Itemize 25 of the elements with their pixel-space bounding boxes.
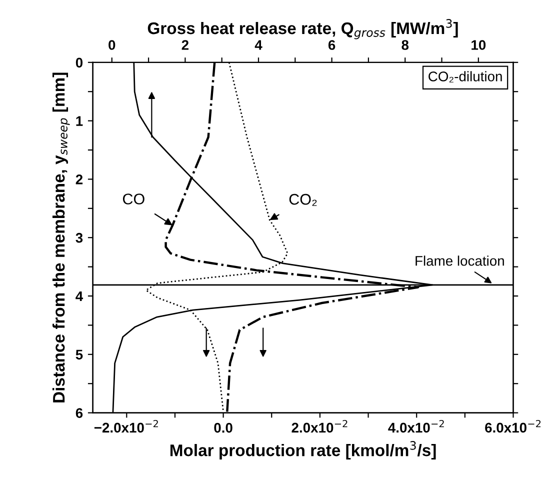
y-tick-label: 6 — [76, 408, 83, 418]
x2-tick-label: 10 — [472, 40, 486, 50]
x2-tick-label: 4 — [254, 40, 262, 50]
x2-axis-title: Gross heat release rate, Q$_{gross}$ [MW/m$^{3}$] — [148, 19, 458, 40]
x2-tick-label: 0 — [108, 40, 116, 50]
x-tick-label: −2.0x10$^{−2}$ — [94, 420, 158, 433]
x2-tick-label: 2 — [182, 40, 188, 50]
legend-label: Flame location — [416, 256, 504, 266]
text: CO — [122, 194, 144, 204]
x-axis-title: Molar production rate [kmol/m$^{3}$/s] — [170, 441, 436, 460]
y-tick-label: 4 — [76, 291, 84, 302]
x-tick-label: 6.0x10$^{−2}$ — [485, 420, 541, 433]
x2-tick-label: 8 — [402, 40, 409, 50]
x-tick-label: 2.0x10$^{−2}$ — [292, 420, 348, 433]
x2-tick-label: 6 — [328, 40, 336, 50]
series-label: CO₂ — [289, 194, 317, 206]
y-tick-label: 5 — [76, 350, 83, 360]
y-tick-label: 0 — [76, 58, 83, 68]
x-tick-label: 0.0 — [214, 422, 232, 433]
x-tick-label: 4.0x10$^{−2}$ — [388, 420, 444, 433]
annotation: CO₂-dilution — [428, 71, 502, 82]
y-tick-label: 1 — [76, 116, 83, 126]
y-tick-label: 2 — [76, 174, 83, 184]
y-tick-label: 3 — [76, 232, 83, 243]
y-axis-title: Distance from the membrane, y$_{sweep}$ [mm] — [52, 72, 70, 402]
